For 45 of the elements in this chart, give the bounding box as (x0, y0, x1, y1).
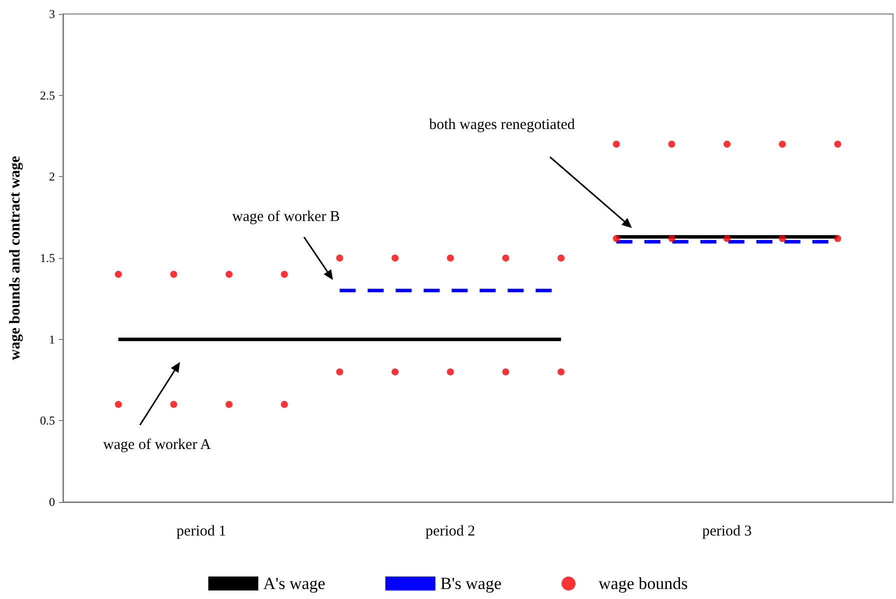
y-tick-label: 0.5 (40, 414, 55, 428)
point (336, 368, 344, 376)
legend-label: B's wage (440, 574, 502, 593)
point (668, 140, 676, 148)
point (280, 270, 288, 278)
point (170, 400, 178, 408)
point (724, 234, 730, 242)
point (226, 400, 232, 408)
point (724, 140, 730, 148)
x-tick-label: period 3 (702, 524, 752, 540)
point (226, 270, 232, 278)
point (558, 254, 564, 262)
point (502, 368, 510, 376)
legend-label: A's wage (263, 574, 326, 593)
point (612, 234, 620, 242)
y-tick-label: 3 (49, 7, 55, 21)
point (668, 234, 676, 242)
point (834, 140, 842, 148)
y-tick-label: 2.5 (40, 88, 55, 102)
point (446, 254, 454, 262)
y-axis-title: wage bounds and contract wage (8, 156, 24, 360)
point (502, 254, 510, 262)
annotation: both wages renegotiated (429, 117, 576, 133)
y-tick-label: 1 (49, 332, 55, 346)
point (170, 270, 178, 278)
point (392, 368, 398, 376)
legend-label: wage bounds (598, 574, 688, 593)
y-tick-label: 2 (49, 170, 55, 184)
point (834, 234, 842, 242)
point (778, 234, 786, 242)
annotation: wage of worker B (232, 209, 340, 225)
x-tick-label: period 2 (426, 524, 476, 540)
point (114, 270, 122, 278)
point (336, 254, 344, 262)
point (280, 400, 288, 408)
point (612, 140, 620, 148)
y-tick-label: 0 (49, 495, 55, 509)
point (392, 254, 398, 262)
point (558, 368, 564, 376)
annotation: wage of worker A (103, 437, 212, 453)
point (114, 400, 122, 408)
point (778, 140, 786, 148)
y-tick-label: 1.5 (40, 251, 55, 265)
point (446, 368, 454, 376)
x-tick-label: period 1 (176, 524, 226, 540)
